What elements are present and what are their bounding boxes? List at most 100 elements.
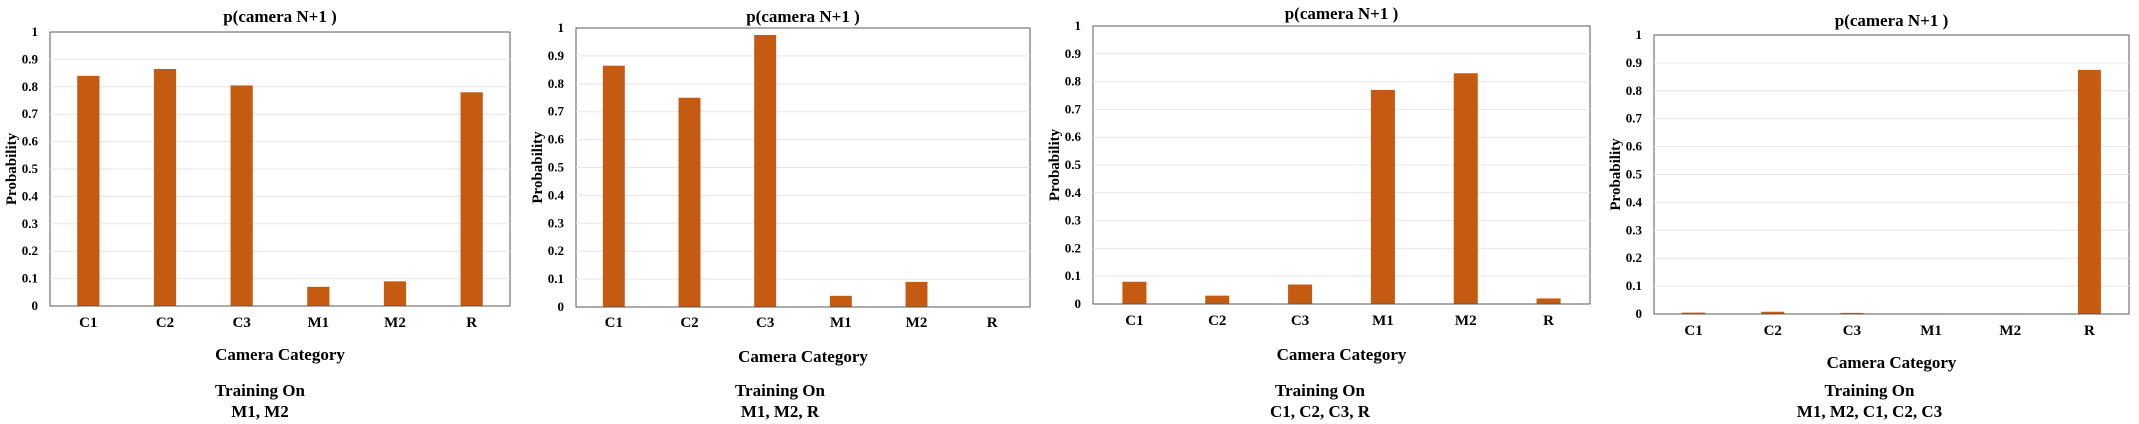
bar-c3 [230, 85, 253, 307]
bar-m2 [1453, 73, 1478, 304]
y-tick-label: 0.1 [22, 271, 38, 286]
caption-line-1: Training On [1824, 381, 1915, 400]
chart-panel-2: 0 0.1 0.2 0.3 0.4 0.5 0.6 0.7 0.8 0.9 1 C1 C2 C3 M1 M2 R… [520, 0, 1040, 424]
y-tick-label: 0.4 [548, 187, 565, 202]
caption-1: Training On M1, M2 [0, 380, 520, 422]
chart-panel-4: 0 0.1 0.2 0.3 0.4 0.5 0.6 0.7 0.8 0.9 1 C1 C2 C3 M1 M2 R… [1600, 0, 2139, 424]
caption-line-1: Training On [215, 381, 305, 400]
y-tick-label: 0.3 [22, 216, 39, 231]
y-axis-title: Probability [4, 132, 20, 205]
bar-m2 [905, 281, 928, 307]
x-category-label: C2 [1764, 323, 1782, 339]
y-tick-label: 1 [32, 24, 39, 39]
y-tick-label: 1 [1636, 27, 1643, 42]
caption-line-2: C1, C2, C3, R [1269, 402, 1371, 421]
x-category-label: C2 [1208, 313, 1226, 329]
bar-c1 [77, 75, 100, 306]
x-category-label: M1 [830, 315, 852, 331]
bar-m1 [307, 286, 330, 306]
bar-c3 [754, 34, 777, 307]
bar-c3 [1840, 312, 1864, 314]
x-category-label: C3 [756, 315, 774, 331]
bar-c1 [1682, 312, 1706, 314]
bar-m1 [1370, 89, 1395, 304]
y-tick-label: 0.3 [1065, 213, 1082, 228]
x-category-label: M1 [307, 315, 329, 331]
bar-c2 [153, 68, 177, 307]
caption-line-2: M1, M2, C1, C2, C3 [1796, 402, 1943, 421]
x-category-label: R [2084, 323, 2095, 339]
x-category-label: C1 [79, 315, 97, 331]
y-tick-label: 0.5 [1065, 157, 1082, 172]
x-category-label: R [466, 315, 477, 331]
bar-c1 [602, 65, 625, 307]
y-tick-label: 0.5 [22, 161, 39, 176]
x-category-label: C1 [1684, 323, 1702, 339]
chart-title: p(camera N+1 ) [1835, 11, 1949, 30]
bar-c2 [1205, 295, 1230, 304]
y-tick-label: 0.7 [1065, 101, 1082, 116]
y-tick-label: 0.5 [1626, 167, 1643, 182]
y-tick-label: 0.3 [548, 215, 565, 230]
chart-title: p(camera N+1 ) [1285, 4, 1399, 23]
y-tick-label: 0.8 [548, 76, 565, 91]
x-category-label: C1 [605, 315, 623, 331]
y-tick-label: 0.2 [548, 243, 564, 258]
y-tick-label: 0.6 [548, 132, 565, 147]
y-tick-label: 0.1 [548, 271, 564, 286]
x-category-label: M1 [1920, 323, 1942, 339]
bar-r [1536, 298, 1561, 304]
bar-m2 [383, 281, 407, 306]
bar-c1 [1122, 281, 1147, 304]
x-category-label: M2 [384, 315, 406, 331]
x-category-label: M2 [1999, 323, 2021, 339]
y-tick-label: 1 [1075, 18, 1082, 33]
y-tick-label: 0.8 [22, 79, 39, 94]
x-category-label: C2 [156, 315, 174, 331]
chart-panel-3: 0 0.1 0.2 0.3 0.4 0.5 0.6 0.7 0.8 0.9 1 C1 C2 C3 M1 M2 R… [1040, 0, 1600, 424]
x-category-label: M2 [1455, 313, 1477, 329]
y-axis-title: Probability [1608, 138, 1624, 211]
y-tick-label: 0.8 [1626, 83, 1643, 98]
caption-line-2: M1, M2 [231, 402, 289, 421]
y-tick-label: 0 [1636, 306, 1643, 321]
y-tick-label: 0.3 [1626, 222, 1643, 237]
y-tick-label: 0 [558, 299, 565, 314]
chart-panel-1: 0 0.1 0.2 0.3 0.4 0.5 0.6 0.7 0.8 0.9 1 C1 C2 C3 M1 M2 R… [0, 0, 520, 424]
x-category-label: C3 [1843, 323, 1861, 339]
y-tick-label: 0.6 [1065, 129, 1082, 144]
bar-c2 [1761, 311, 1785, 314]
bar-r [2077, 69, 2101, 314]
y-tick-label: 0.6 [1626, 139, 1643, 154]
x-category-label: C1 [1125, 313, 1143, 329]
x-category-label: C3 [1291, 313, 1309, 329]
chart-title: p(camera N+1 ) [746, 7, 860, 26]
chart-title: p(camera N+1 ) [223, 7, 337, 26]
x-category-label: R [1543, 313, 1554, 329]
bar-c3 [1288, 284, 1313, 304]
y-tick-label: 0.7 [22, 106, 39, 121]
x-category-label: C2 [680, 315, 698, 331]
y-axis-title: Probability [1047, 128, 1063, 201]
y-tick-label: 0.2 [1626, 250, 1642, 265]
caption-4: Training On M1, M2, C1, C2, C3 [1600, 380, 2139, 422]
y-tick-label: 0 [1075, 296, 1082, 311]
x-axis-title: Camera Category [215, 345, 345, 364]
y-tick-label: 0.8 [1065, 74, 1082, 89]
y-tick-label: 0.7 [548, 104, 565, 119]
caption-3: Training On C1, C2, C3, R [1040, 380, 1600, 422]
caption-2: Training On M1, M2, R [520, 380, 1040, 422]
x-category-label: C3 [232, 315, 250, 331]
x-axis-title: Camera Category [1277, 345, 1407, 364]
y-tick-label: 0 [32, 298, 39, 313]
bar-chart-1: 0 0.1 0.2 0.3 0.4 0.5 0.6 0.7 0.8 0.9 1 C1 C2 C3 M1 M2 R… [4, 7, 511, 364]
y-tick-label: 0.4 [1065, 185, 1082, 200]
y-tick-label: 0.5 [548, 160, 565, 175]
y-axis-title: Probability [530, 131, 546, 204]
caption-line-2: M1, M2, R [740, 402, 820, 421]
y-tick-label: 0.4 [22, 188, 39, 203]
y-tick-label: 0.6 [22, 134, 39, 149]
bar-chart-4: 0 0.1 0.2 0.3 0.4 0.5 0.6 0.7 0.8 0.9 1 C1 C2 C3 M1 M2 R… [1608, 11, 2130, 372]
bar-c2 [678, 97, 701, 307]
bar-chart-3: 0 0.1 0.2 0.3 0.4 0.5 0.6 0.7 0.8 0.9 1 C1 C2 C3 M1 M2 R… [1047, 4, 1591, 364]
